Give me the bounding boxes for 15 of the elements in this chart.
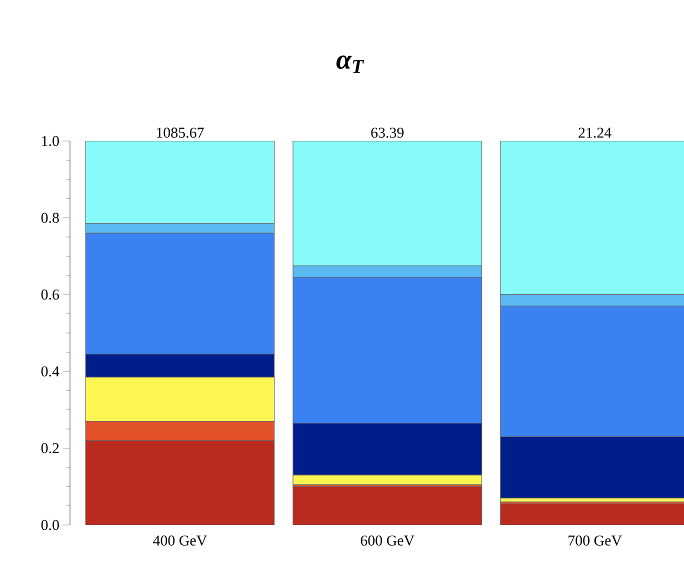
annotation: 21.24	[578, 128, 612, 138]
x-tick-label: 400 GeV	[153, 536, 207, 546]
y-tick-label: 0.4	[41, 366, 60, 376]
bar	[292, 486, 482, 525]
x-tick-label: 700 GeV	[568, 536, 622, 546]
y-tick-label: 1.0	[42, 136, 59, 146]
y-tick-label: 0.0	[41, 520, 59, 530]
chart-title: α$_{T}$	[336, 55, 364, 73]
y-tick-label: 0.8	[41, 212, 59, 223]
annotation: 63.39	[371, 128, 404, 138]
annotation: 1085.67	[156, 128, 204, 138]
bar	[86, 440, 274, 525]
y-tick-label: 0.2	[41, 443, 59, 454]
y-tick-label: 0.6	[41, 290, 60, 300]
x-tick-label: 600 GeV	[360, 536, 414, 546]
